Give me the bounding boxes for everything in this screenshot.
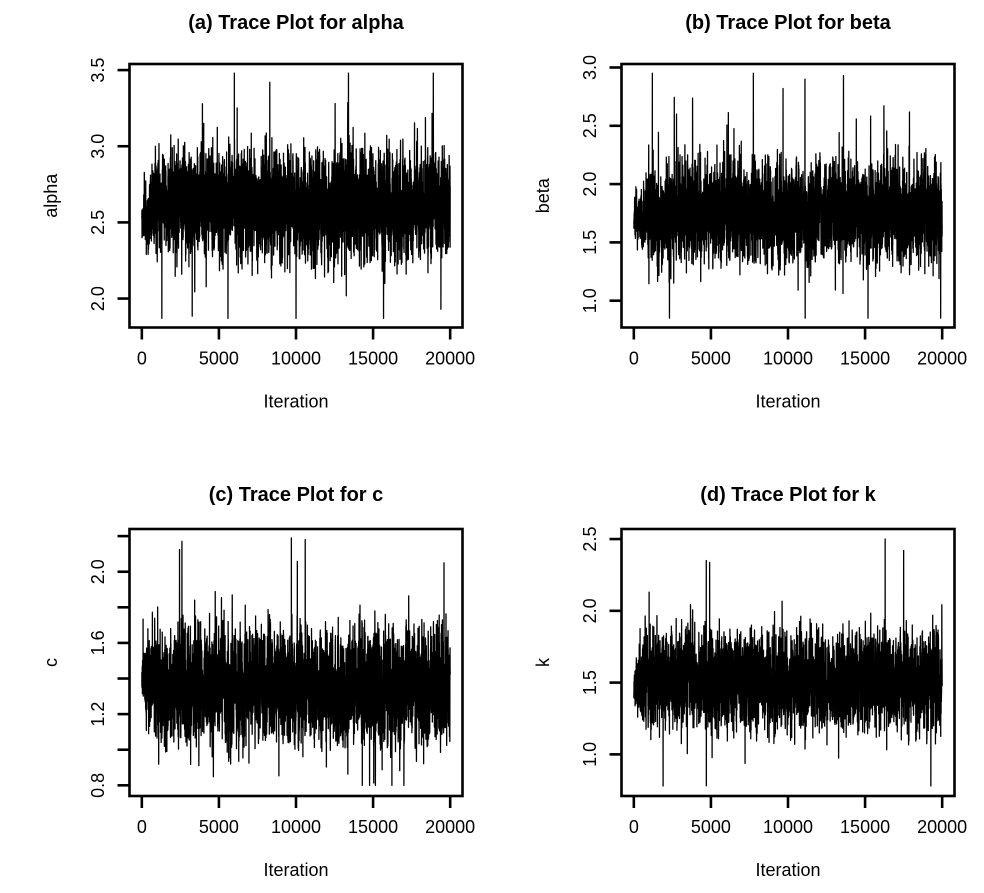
svg-text:10000: 10000 xyxy=(763,817,813,837)
panel-title: (c) Trace Plot for c xyxy=(209,484,384,506)
svg-text:3.0: 3.0 xyxy=(88,134,108,159)
trace-plot-panel-b: (b) Trace Plot for beta beta Iteration 0… xyxy=(492,0,984,446)
x-axis-label: Iteration xyxy=(755,860,820,880)
svg-text:2.5: 2.5 xyxy=(580,113,600,138)
y-axis-label: beta xyxy=(533,177,553,213)
panel-title: (d) Trace Plot for k xyxy=(700,484,876,506)
svg-text:10000: 10000 xyxy=(271,349,321,369)
svg-text:2.0: 2.0 xyxy=(580,598,600,623)
svg-text:20000: 20000 xyxy=(917,349,967,369)
svg-text:0.8: 0.8 xyxy=(88,773,108,798)
svg-text:20000: 20000 xyxy=(425,349,475,369)
svg-text:1.0: 1.0 xyxy=(580,742,600,767)
svg-text:15000: 15000 xyxy=(840,349,890,369)
trace-plot-panel-d: (d) Trace Plot for k k Iteration 0 5000 10… xyxy=(492,446,984,893)
panel-title: (a) Trace Plot for alpha xyxy=(188,12,404,34)
svg-text:1.5: 1.5 xyxy=(580,670,600,695)
y-axis-label: c xyxy=(41,658,61,667)
svg-text:1.0: 1.0 xyxy=(580,288,600,313)
svg-text:5000: 5000 xyxy=(199,349,239,369)
x-axis-label: Iteration xyxy=(755,392,820,412)
svg-text:5000: 5000 xyxy=(691,817,731,837)
svg-text:2.5: 2.5 xyxy=(88,210,108,235)
svg-text:3.0: 3.0 xyxy=(580,55,600,80)
svg-text:2.0: 2.0 xyxy=(88,559,108,584)
svg-text:5000: 5000 xyxy=(691,349,731,369)
y-axis-label: k xyxy=(533,657,553,667)
svg-text:2.0: 2.0 xyxy=(88,286,108,311)
svg-text:0: 0 xyxy=(137,817,147,837)
trace-plot-svg-k: (d) Trace Plot for k k Iteration 0 5000 10… xyxy=(533,484,967,880)
svg-text:15000: 15000 xyxy=(840,817,890,837)
plot-area: 0 5000 10000 15000 20000 1.0 1.5 2.0 2.5 3.0 xyxy=(580,55,967,369)
panel-title: (b) Trace Plot for beta xyxy=(685,12,891,34)
svg-text:5000: 5000 xyxy=(199,817,239,837)
plot-area: 0 5000 10000 15000 20000 1.0 1.5 2.0 2.5 xyxy=(580,527,967,837)
trace-plot-svg-alpha: (a) Trace Plot for alpha alpha Iteration… xyxy=(41,12,475,412)
svg-text:15000: 15000 xyxy=(348,349,398,369)
svg-text:0: 0 xyxy=(629,349,639,369)
plot-area: 0 5000 10000 15000 20000 2.0 2.5 3.0 3.5 xyxy=(88,58,475,369)
plot-area: 0 5000 10000 15000 20000 0.8 1.2 1.6 2.0 xyxy=(88,527,475,837)
trace-plot-svg-c: (c) Trace Plot for c c Iteration 0 5000 10… xyxy=(41,484,475,880)
trace-plot-panel-c: (c) Trace Plot for c c Iteration 0 5000 10… xyxy=(0,446,492,893)
y-axis-label: alpha xyxy=(41,173,61,218)
svg-text:1.2: 1.2 xyxy=(88,702,108,727)
svg-text:0: 0 xyxy=(137,349,147,369)
svg-text:10000: 10000 xyxy=(271,817,321,837)
svg-text:1.6: 1.6 xyxy=(88,630,108,655)
svg-text:20000: 20000 xyxy=(425,817,475,837)
svg-text:1.5: 1.5 xyxy=(580,230,600,255)
svg-text:15000: 15000 xyxy=(348,817,398,837)
trace-plot-panel-a: (a) Trace Plot for alpha alpha Iteration… xyxy=(0,0,492,446)
svg-text:20000: 20000 xyxy=(917,817,967,837)
svg-text:2.5: 2.5 xyxy=(580,527,600,552)
svg-text:10000: 10000 xyxy=(763,349,813,369)
svg-text:0: 0 xyxy=(629,817,639,837)
svg-text:3.5: 3.5 xyxy=(88,58,108,83)
svg-text:2.0: 2.0 xyxy=(580,172,600,197)
x-axis-label: Iteration xyxy=(263,860,328,880)
trace-plot-svg-beta: (b) Trace Plot for beta beta Iteration 0… xyxy=(533,12,967,412)
x-axis-label: Iteration xyxy=(263,392,328,412)
